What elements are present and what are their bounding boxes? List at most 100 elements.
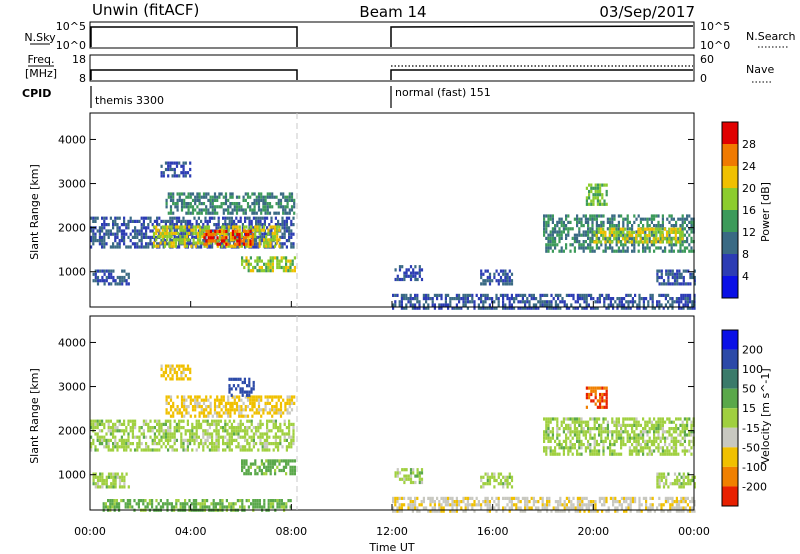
power-cell bbox=[579, 297, 582, 301]
power-cell bbox=[182, 174, 185, 178]
velocity-cell bbox=[156, 422, 159, 426]
velocity-cell bbox=[394, 509, 397, 513]
velocity-cell bbox=[99, 478, 102, 483]
velocity-cell bbox=[502, 496, 505, 500]
power-cell bbox=[592, 186, 595, 190]
velocity-cell bbox=[277, 408, 280, 412]
power-cell bbox=[607, 297, 610, 301]
velocity-cell bbox=[585, 506, 588, 510]
velocity-cell bbox=[515, 503, 518, 507]
power-cell bbox=[266, 216, 269, 220]
power-cell bbox=[401, 265, 404, 269]
power-cell bbox=[182, 235, 185, 239]
velocity-cell bbox=[620, 433, 623, 437]
power-cell bbox=[693, 282, 696, 286]
velocity-cell bbox=[453, 500, 456, 504]
power-cell bbox=[255, 245, 258, 249]
velocity-cell bbox=[670, 420, 673, 424]
power-cell bbox=[290, 223, 293, 227]
velocity-cell bbox=[144, 505, 147, 509]
power-cell bbox=[589, 243, 592, 247]
power-cell bbox=[183, 225, 186, 229]
power-cell bbox=[541, 300, 544, 304]
velocity-cell bbox=[243, 390, 246, 394]
power-cell bbox=[286, 195, 289, 199]
power-cell bbox=[262, 241, 266, 245]
power-cell bbox=[271, 259, 274, 263]
velocity-cell bbox=[642, 496, 645, 500]
velocity-cell bbox=[233, 411, 236, 415]
velocity-cell bbox=[508, 472, 511, 476]
velocity-cell bbox=[266, 438, 269, 442]
velocity-cell bbox=[605, 399, 608, 403]
velocity-cell bbox=[686, 420, 689, 424]
velocity-cell bbox=[169, 377, 172, 381]
power-cell bbox=[260, 211, 263, 215]
velocity-cell bbox=[675, 417, 678, 421]
velocity-cell bbox=[165, 411, 168, 415]
velocity-cell bbox=[693, 509, 696, 513]
power-cell bbox=[682, 269, 685, 273]
power-cell bbox=[631, 249, 634, 253]
power-cell bbox=[285, 269, 288, 273]
power-cell bbox=[650, 230, 653, 234]
power-cell bbox=[683, 246, 686, 250]
velocity-cell bbox=[277, 398, 280, 402]
velocity-cell bbox=[228, 384, 231, 388]
velocity-cell bbox=[593, 420, 596, 424]
velocity-cell bbox=[127, 432, 130, 436]
velocity-cell bbox=[484, 496, 487, 500]
velocity-cell bbox=[274, 468, 277, 473]
velocity-cell bbox=[603, 399, 606, 403]
velocity-cell bbox=[123, 482, 126, 486]
power-cell bbox=[541, 293, 544, 297]
power-cell bbox=[251, 192, 254, 196]
velocity-cell bbox=[669, 506, 672, 510]
power-cell bbox=[163, 228, 167, 232]
velocity-cell bbox=[133, 499, 136, 503]
velocity-cell bbox=[234, 502, 237, 506]
velocity-cell bbox=[637, 439, 640, 443]
velocity-cell bbox=[524, 506, 527, 510]
velocity-cell bbox=[668, 449, 671, 453]
power-cell bbox=[668, 227, 671, 231]
velocity-cell bbox=[123, 485, 126, 489]
velocity-cell bbox=[683, 433, 686, 437]
velocity-cell bbox=[588, 386, 591, 390]
velocity-cell bbox=[118, 419, 121, 423]
velocity-cell bbox=[290, 408, 294, 412]
power-cell bbox=[602, 214, 605, 218]
power-cell bbox=[502, 306, 505, 310]
velocity-cell bbox=[617, 452, 620, 456]
velocity-cell bbox=[151, 499, 154, 503]
velocity-cell bbox=[169, 429, 172, 433]
power-cell bbox=[290, 242, 293, 246]
power-cell bbox=[233, 219, 236, 223]
power-cell bbox=[560, 230, 563, 234]
power-cell bbox=[136, 242, 139, 246]
power-cell bbox=[601, 202, 604, 206]
velocity-cell bbox=[466, 496, 469, 500]
velocity-cell bbox=[589, 433, 592, 437]
velocity-cell bbox=[598, 433, 601, 437]
velocity-cell bbox=[249, 472, 252, 476]
velocity-cell bbox=[191, 435, 194, 439]
velocity-cell bbox=[650, 449, 653, 453]
velocity-cell bbox=[670, 446, 673, 450]
velocity-cell bbox=[684, 496, 687, 500]
power-cell bbox=[488, 282, 492, 286]
power-cell bbox=[657, 220, 660, 224]
power-cell bbox=[123, 219, 126, 223]
power-cell bbox=[289, 262, 292, 266]
power-cell bbox=[276, 241, 279, 245]
velocity-cell bbox=[589, 452, 592, 456]
power-cell bbox=[597, 240, 600, 244]
power-cell bbox=[118, 279, 122, 283]
velocity-cell bbox=[240, 414, 243, 418]
power-cell bbox=[491, 306, 494, 310]
power-cell bbox=[105, 275, 108, 280]
velocity-cell bbox=[682, 496, 685, 500]
power-cell bbox=[164, 223, 167, 227]
velocity-cell bbox=[580, 417, 583, 421]
power-cell bbox=[196, 225, 200, 229]
